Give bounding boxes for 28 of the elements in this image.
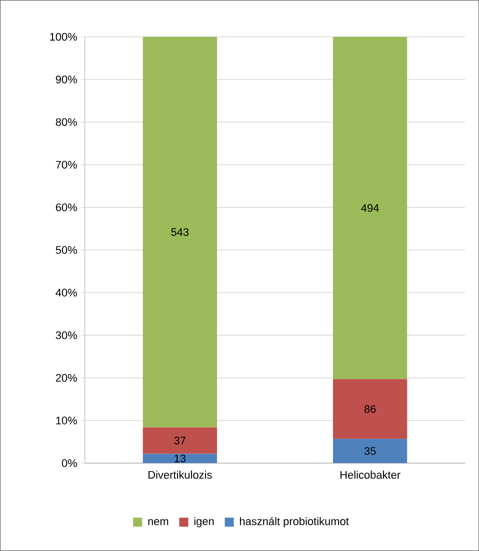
annotation: 494: [361, 204, 379, 212]
y-tick-label: 0%: [62, 459, 77, 468]
annotation: 13: [174, 454, 186, 462]
annotation: 35: [364, 447, 376, 455]
legend-label: igen: [194, 517, 214, 528]
annotation: 86: [364, 405, 376, 413]
y-tick-label: 50%: [56, 246, 77, 254]
x-tick-label: Divertikulozis: [148, 470, 212, 479]
y-tick-label: 70%: [56, 160, 77, 169]
y-tick-label: 90%: [56, 76, 77, 84]
y-tick-label: 60%: [56, 203, 77, 212]
annotation: 543: [171, 228, 189, 236]
y-tick-label: 100%: [50, 32, 77, 41]
legend-label: használt probiotikumot: [240, 517, 349, 528]
bar: [333, 379, 408, 439]
bar: [333, 36, 408, 380]
bar: [142, 427, 218, 454]
bar: [142, 36, 218, 428]
legend-label: nem: [148, 519, 168, 526]
y-tick-label: 40%: [56, 288, 77, 296]
y-tick-label: 20%: [56, 374, 77, 382]
annotation: 37: [174, 436, 186, 444]
x-tick-label: Helicobakter: [340, 470, 400, 479]
y-tick-label: 10%: [56, 416, 77, 424]
y-tick-label: 30%: [56, 331, 77, 340]
y-tick-label: 80%: [56, 118, 77, 126]
bar: [142, 454, 218, 464]
bar: [333, 438, 408, 464]
